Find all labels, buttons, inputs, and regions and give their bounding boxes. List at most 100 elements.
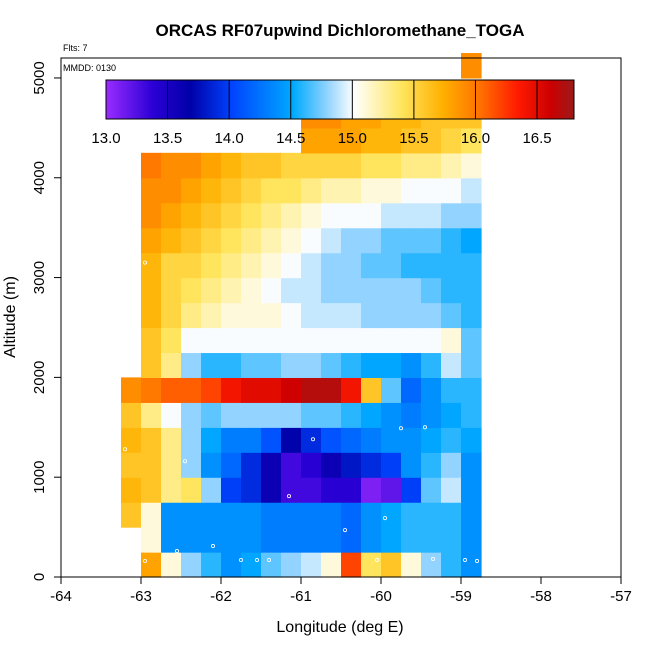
colorbar-tick-label: 14.0 [215, 130, 244, 147]
heatmap-cell [321, 352, 342, 378]
x-tick-label: -62 [210, 588, 232, 605]
heatmap-cell [421, 452, 442, 478]
heatmap-cell [401, 502, 422, 528]
heatmap-cell [201, 177, 222, 204]
heatmap-cell [281, 427, 302, 453]
sample-marker [422, 425, 427, 430]
heatmap-cell [301, 202, 322, 229]
sample-marker [486, 559, 491, 564]
heatmap-cell [201, 552, 222, 578]
heatmap-cell [461, 152, 482, 179]
heatmap-cell [221, 327, 242, 354]
x-axis: -64 -63 -62 -61 -60 -59 -58 -57 [50, 577, 632, 605]
heatmap-cell [281, 377, 302, 403]
heatmap-cell [141, 152, 162, 179]
heatmap-cell [181, 352, 202, 378]
heatmap-cell [201, 527, 222, 553]
heatmap-cell [281, 177, 302, 204]
y-axis-label: Altitude (m) [2, 276, 19, 358]
heatmap-cell [201, 252, 222, 279]
heatmap-cell [381, 277, 402, 304]
heatmap-cell [161, 552, 182, 578]
heatmap-cell [301, 527, 322, 553]
heatmap-cell [401, 177, 422, 204]
heatmap-cell [161, 452, 182, 478]
x-tick-label: -59 [450, 588, 472, 605]
heatmap-cell [161, 252, 182, 279]
heatmap-cell [281, 502, 302, 528]
heatmap-cell [361, 152, 382, 179]
heatmap-cell [221, 277, 242, 304]
heatmap-cell [421, 177, 442, 204]
heatmap-cell [321, 177, 342, 204]
heatmap-cell [441, 302, 462, 329]
heatmap-cell [241, 352, 262, 378]
colorbar-tick-label: 14.5 [276, 130, 305, 147]
heatmap-cell [341, 402, 362, 428]
heatmap-cell [201, 402, 222, 428]
heatmap-cell [281, 402, 302, 428]
heatmap-cell [181, 452, 202, 478]
heatmap-cell [261, 552, 282, 578]
heatmap-cell [201, 352, 222, 378]
heatmap-cell [361, 452, 382, 478]
heatmap-cell [341, 452, 362, 478]
heatmap-cell [261, 177, 282, 204]
heatmap-cell [261, 527, 282, 553]
heatmap-cell [381, 377, 402, 403]
heatmap-cell [221, 302, 242, 329]
heatmap-cell [341, 377, 362, 403]
x-tick-label: -61 [290, 588, 312, 605]
heatmap-cell [421, 477, 442, 503]
heatmap-cell [121, 502, 142, 528]
heatmap-cell [341, 227, 362, 254]
heatmap-cell [241, 452, 262, 478]
heatmap-cell [421, 352, 442, 378]
heatmap-cell [441, 452, 462, 478]
heatmap-cell [241, 527, 262, 553]
heatmap-cell [161, 527, 182, 553]
heatmap-cell [321, 427, 342, 453]
chart-title: ORCAS RF07upwind Dichloromethane_TOGA [155, 21, 524, 40]
sample-markers [123, 209, 495, 564]
heatmap-cell [241, 152, 262, 179]
heatmap-cell [321, 327, 342, 354]
heatmap-cell [181, 277, 202, 304]
heatmap-cell [381, 527, 402, 553]
y-tick-label: 3000 [31, 261, 48, 294]
heatmap-cell [201, 427, 222, 453]
heatmap-cell [181, 227, 202, 254]
heatmap-cell [301, 302, 322, 329]
heatmap-cell [401, 127, 422, 154]
y-tick-label: 2000 [31, 361, 48, 394]
heatmap-cell [261, 377, 282, 403]
sample-marker [210, 544, 215, 549]
heatmap-cell [241, 277, 262, 304]
heatmap-cell [361, 352, 382, 378]
heatmap-cell [241, 227, 262, 254]
heatmap-cell [201, 452, 222, 478]
colorbar-tick-label: 13.0 [91, 130, 120, 147]
heatmap-cell [261, 202, 282, 229]
heatmap-cell [421, 152, 442, 179]
heatmap-cell [361, 552, 382, 578]
heatmap-cell [381, 302, 402, 329]
heatmap-cell [341, 552, 362, 578]
flights-label: Flts: 7 [63, 43, 88, 53]
heatmap-cell [281, 277, 302, 304]
heatmap-cell [441, 327, 462, 354]
heatmap-cell [301, 252, 322, 279]
heatmap-cell [401, 202, 422, 229]
heatmap-cell [341, 527, 362, 553]
heatmap-cell [161, 202, 182, 229]
heatmap-cell [261, 502, 282, 528]
heatmap-cell [121, 427, 142, 453]
heatmap-cell [461, 452, 482, 478]
heatmap-cell [161, 227, 182, 254]
heatmap-cell [281, 202, 302, 229]
heatmap-cell [241, 502, 262, 528]
heatmap-cell [321, 402, 342, 428]
sample-marker [490, 488, 495, 493]
heatmap-cell [181, 502, 202, 528]
